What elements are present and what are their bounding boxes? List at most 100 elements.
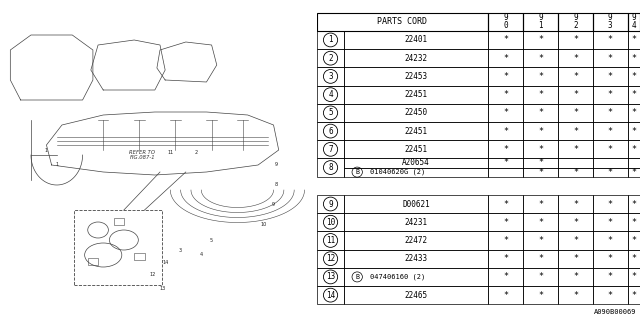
Bar <box>317 31 344 49</box>
Bar <box>344 195 488 213</box>
Bar <box>523 122 558 140</box>
Bar <box>523 195 558 213</box>
Text: 9: 9 <box>328 199 333 209</box>
Bar <box>558 158 593 168</box>
Bar <box>488 140 523 158</box>
Bar <box>344 104 488 122</box>
Bar <box>317 250 344 268</box>
Bar <box>523 85 558 104</box>
Bar <box>628 31 640 49</box>
Bar <box>558 122 593 140</box>
Bar <box>593 195 628 213</box>
Text: 14: 14 <box>162 260 168 265</box>
Bar <box>628 140 640 158</box>
Text: *: * <box>608 108 612 117</box>
Bar <box>593 122 628 140</box>
Bar <box>558 213 593 231</box>
Text: *: * <box>503 72 508 81</box>
Text: *: * <box>608 168 612 177</box>
Text: *: * <box>608 90 612 99</box>
Text: *: * <box>631 236 636 245</box>
Text: *: * <box>631 272 636 281</box>
Text: *: * <box>538 236 543 245</box>
Text: 9
4: 9 4 <box>632 13 636 30</box>
Text: A090B00069: A090B00069 <box>595 309 637 315</box>
Text: 12: 12 <box>326 254 335 263</box>
Text: *: * <box>631 108 636 117</box>
Text: 8: 8 <box>328 163 333 172</box>
Bar <box>558 231 593 250</box>
Text: *: * <box>538 72 543 81</box>
Bar <box>523 168 558 177</box>
Bar <box>593 104 628 122</box>
Text: *: * <box>631 36 636 44</box>
Text: 8: 8 <box>275 182 278 188</box>
Text: 22401: 22401 <box>404 36 428 44</box>
Bar <box>628 122 640 140</box>
Bar <box>488 231 523 250</box>
Text: *: * <box>608 291 612 300</box>
Text: 01040620G (2): 01040620G (2) <box>370 169 426 175</box>
Text: *: * <box>608 218 612 227</box>
Text: *: * <box>573 272 578 281</box>
Bar <box>628 158 640 168</box>
Bar <box>74 210 162 285</box>
Bar <box>488 195 523 213</box>
Text: *: * <box>573 236 578 245</box>
Text: 22450: 22450 <box>404 108 428 117</box>
Text: 9
2: 9 2 <box>573 13 578 30</box>
Bar <box>593 231 628 250</box>
Bar <box>593 67 628 85</box>
Bar <box>113 218 124 225</box>
Text: 2: 2 <box>328 54 333 63</box>
Text: *: * <box>608 145 612 154</box>
Text: *: * <box>503 127 508 136</box>
Text: 5: 5 <box>210 237 213 243</box>
Bar <box>317 12 488 31</box>
Bar <box>317 85 344 104</box>
Bar <box>523 286 558 304</box>
Bar <box>317 286 344 304</box>
Text: *: * <box>608 199 612 209</box>
Text: *: * <box>631 90 636 99</box>
Text: 9
0: 9 0 <box>503 13 508 30</box>
Bar <box>317 213 344 231</box>
Text: *: * <box>631 168 636 177</box>
Text: *: * <box>573 72 578 81</box>
Text: *: * <box>573 127 578 136</box>
Bar <box>558 67 593 85</box>
Text: 9
3: 9 3 <box>608 13 612 30</box>
Text: *: * <box>503 54 508 63</box>
Bar <box>628 231 640 250</box>
Text: 22451: 22451 <box>404 90 428 99</box>
Text: 13: 13 <box>326 272 335 281</box>
Bar <box>344 286 488 304</box>
Bar <box>344 49 488 67</box>
Bar <box>344 231 488 250</box>
Text: 11: 11 <box>326 236 335 245</box>
Bar <box>593 49 628 67</box>
Bar <box>628 67 640 85</box>
Bar <box>488 104 523 122</box>
Bar <box>488 122 523 140</box>
Text: *: * <box>573 36 578 44</box>
Bar <box>593 213 628 231</box>
Text: *: * <box>538 145 543 154</box>
Text: *: * <box>631 54 636 63</box>
Text: *: * <box>538 291 543 300</box>
Text: *: * <box>631 145 636 154</box>
Bar <box>344 213 488 231</box>
Bar <box>488 168 523 177</box>
Text: *: * <box>503 254 508 263</box>
Text: *: * <box>503 291 508 300</box>
Bar <box>628 250 640 268</box>
Bar <box>488 12 523 31</box>
Bar <box>628 168 640 177</box>
Bar <box>628 12 640 31</box>
Text: *: * <box>608 127 612 136</box>
Bar <box>593 158 628 168</box>
Text: B: B <box>355 274 359 280</box>
Bar <box>523 231 558 250</box>
Text: *: * <box>631 199 636 209</box>
Bar <box>488 268 523 286</box>
